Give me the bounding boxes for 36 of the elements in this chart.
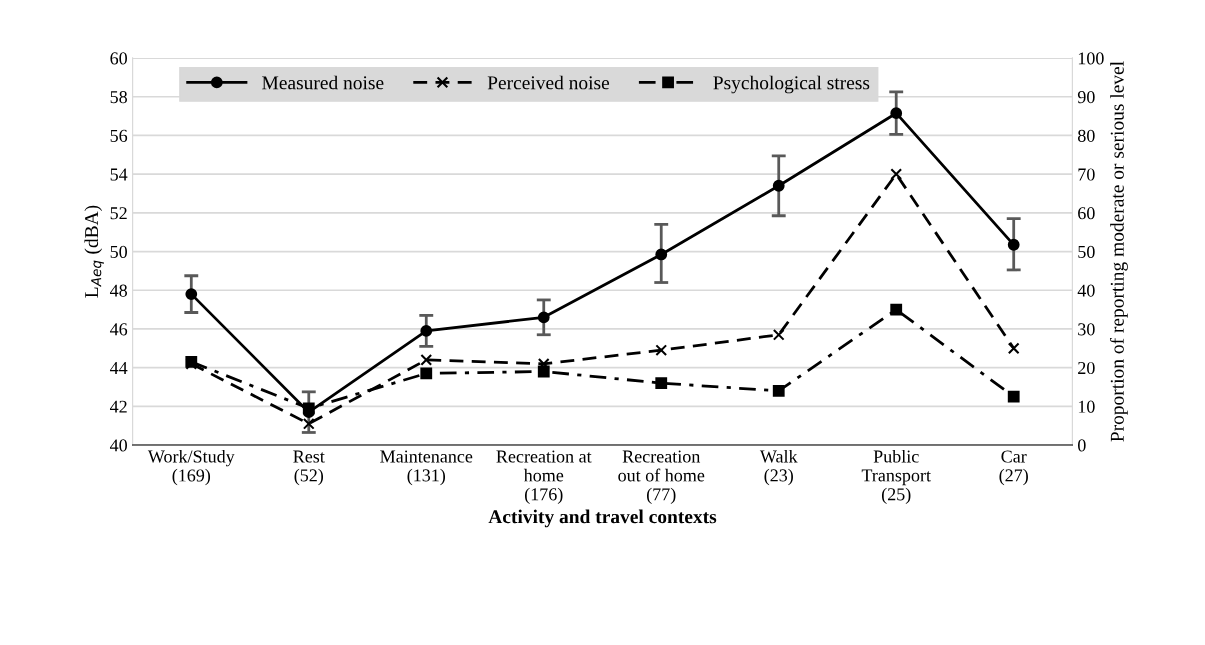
y2-tick-label: 70 [1078,168,1095,181]
y2-tick-label: 60 [1078,207,1095,220]
y2-tick-label: 80 [1078,129,1095,142]
y2-tick-label: 30 [1078,323,1095,336]
y-tick-label: 60 [110,52,127,65]
y-tick-label: 54 [110,168,128,181]
y-tick-label: 42 [109,400,127,413]
x-tick-label: Maintenance (131) [380,450,473,486]
y-tick-label: 40 [109,439,127,452]
x-tick-label: Work/Study (169) [147,449,235,486]
y-tick-label: 46 [109,323,128,336]
y-tick-label: 50 [110,245,127,258]
x-tick-label: Car (27) [999,450,1028,486]
y2-tick-label: 0 [1078,439,1086,452]
y-tick-label: 52 [110,207,127,220]
legend-label: Measured noise [262,75,384,90]
y2-tick-label: 20 [1078,361,1095,375]
y2-tick-label: 10 [1078,400,1095,413]
x-tick-label: Rest (52) [293,450,325,486]
x-axis-title: Activity and travel contexts [488,509,717,528]
y-tick-label: 56 [110,129,128,142]
y-tick-label: 58 [110,91,127,104]
y-axis-title: L$_{Aeq}$ (dBA) [84,205,104,298]
x-tick-label: Public Transport (25) [861,449,931,505]
y2-tick-label: 90 [1077,91,1095,104]
y-tick-label: 44 [109,362,128,374]
y2-tick-label: 50 [1078,245,1095,258]
y2-tick-label: 40 [1077,284,1095,297]
y-tick-label: 48 [109,284,127,297]
y2-axis-title: Proportion of reporting moderate or serious level [1109,61,1128,442]
y2-tick-label: 100 [1078,52,1104,65]
legend-label: Psychological stress [713,75,870,94]
x-tick-label: Walk (23) [759,449,798,486]
legend-label: Perceived noise [487,75,610,90]
x-tick-label: Recreation at home (176) [496,450,592,505]
x-tick-label: Recreation out of home (77) [618,450,705,505]
